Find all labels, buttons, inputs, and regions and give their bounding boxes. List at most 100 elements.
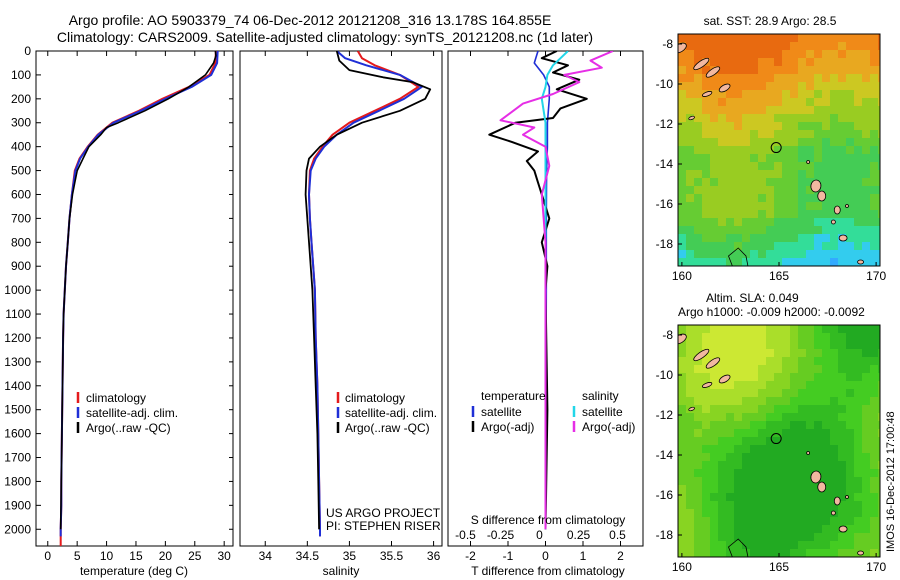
map-cell [758, 461, 767, 470]
map-cell [734, 541, 743, 550]
map-cell [774, 469, 783, 478]
map-cell [678, 82, 687, 91]
map-cell [718, 509, 727, 518]
map-cell [870, 138, 879, 147]
map-cell [710, 178, 719, 187]
map-cell [862, 373, 871, 382]
map-cell [750, 258, 759, 266]
map-cell [870, 90, 879, 99]
map-cell [822, 325, 831, 334]
map-cell [822, 178, 831, 187]
map-cell [766, 421, 775, 430]
map-cell [766, 66, 775, 75]
map-cell [806, 373, 815, 382]
map-cell [822, 421, 831, 430]
map-cell [798, 202, 807, 211]
map-cell [766, 397, 775, 406]
map-cell [806, 82, 815, 91]
map-cell [750, 517, 759, 526]
map-cell [838, 146, 847, 155]
map-cell [774, 533, 783, 542]
map-cell [758, 226, 767, 235]
map-cell [702, 333, 711, 342]
map-cell [734, 325, 743, 334]
map-cell [790, 234, 799, 243]
map-cell [822, 461, 831, 470]
map-cell [878, 58, 880, 67]
map-cell [830, 162, 839, 171]
map-cell [798, 357, 807, 366]
legend-label-sal-argo: Argo(-adj) [582, 420, 635, 434]
map-cell [878, 413, 880, 422]
map-cell [790, 202, 799, 211]
map-cell [686, 90, 695, 99]
map-cell [790, 90, 799, 99]
map-cell [822, 250, 831, 259]
map-cell [774, 122, 783, 131]
map-cell [806, 437, 815, 446]
map-cell [710, 325, 719, 334]
map-cell [838, 58, 847, 67]
map-cell [878, 325, 880, 334]
map-cell [854, 365, 863, 374]
depth-tick-label: 1800 [4, 474, 31, 488]
map-cell [694, 42, 703, 51]
map-cell [838, 226, 847, 235]
map-cell [798, 533, 807, 542]
map-cell [710, 493, 719, 502]
map-cell [846, 325, 855, 334]
map-cell [798, 461, 807, 470]
map-cell [806, 365, 815, 374]
map-cell [838, 501, 847, 510]
map-cell [870, 549, 879, 557]
map-x-tick-label: 170 [866, 560, 886, 574]
map-cell [678, 226, 687, 235]
map-cell [742, 234, 751, 243]
map-cell [814, 341, 823, 350]
island [678, 333, 687, 345]
map-cell [862, 66, 871, 75]
map-cell [790, 333, 799, 342]
map-cell [838, 194, 847, 203]
map-cell [742, 405, 751, 414]
map-cell [758, 58, 767, 67]
depth-tick-label: 0 [24, 44, 31, 58]
map-cell [726, 397, 735, 406]
map-cell [846, 242, 855, 251]
map-cell [822, 218, 831, 227]
tdiff-x-tick-label: 2 [617, 549, 624, 563]
island [817, 481, 827, 493]
map-cell [678, 154, 687, 163]
map-cell [694, 98, 703, 107]
map-cell [782, 357, 791, 366]
map-cell [862, 357, 871, 366]
sla-map-title-line2: Argo h1000: -0.009 h2000: -0.0092 [678, 305, 865, 319]
map-cell [862, 421, 871, 430]
map-cell [694, 146, 703, 155]
map-cell [798, 517, 807, 526]
map-cell [718, 533, 727, 542]
map-cell [678, 365, 687, 374]
sdiff-tick-label: -0.25 [487, 528, 515, 542]
map-cell [854, 202, 863, 211]
depth-tick-label: 800 [11, 235, 31, 249]
map-cell [702, 389, 711, 398]
map-cell [710, 469, 719, 478]
map-cell [838, 106, 847, 115]
map-cell [694, 509, 703, 518]
map-cell [726, 405, 735, 414]
map-cell [782, 333, 791, 342]
map-cell [806, 170, 815, 179]
map-cell [766, 509, 775, 518]
map-cell [766, 90, 775, 99]
map-cell [758, 333, 767, 342]
map-cell [678, 437, 687, 446]
map-cell [758, 210, 767, 219]
map-cell [790, 397, 799, 406]
legend-label-argo: Argo(..raw -QC) [345, 421, 430, 435]
map-cell [870, 325, 879, 334]
map-cell [750, 477, 759, 486]
map-cell [750, 365, 759, 374]
map-cell [782, 226, 791, 235]
map-cell [686, 194, 695, 203]
